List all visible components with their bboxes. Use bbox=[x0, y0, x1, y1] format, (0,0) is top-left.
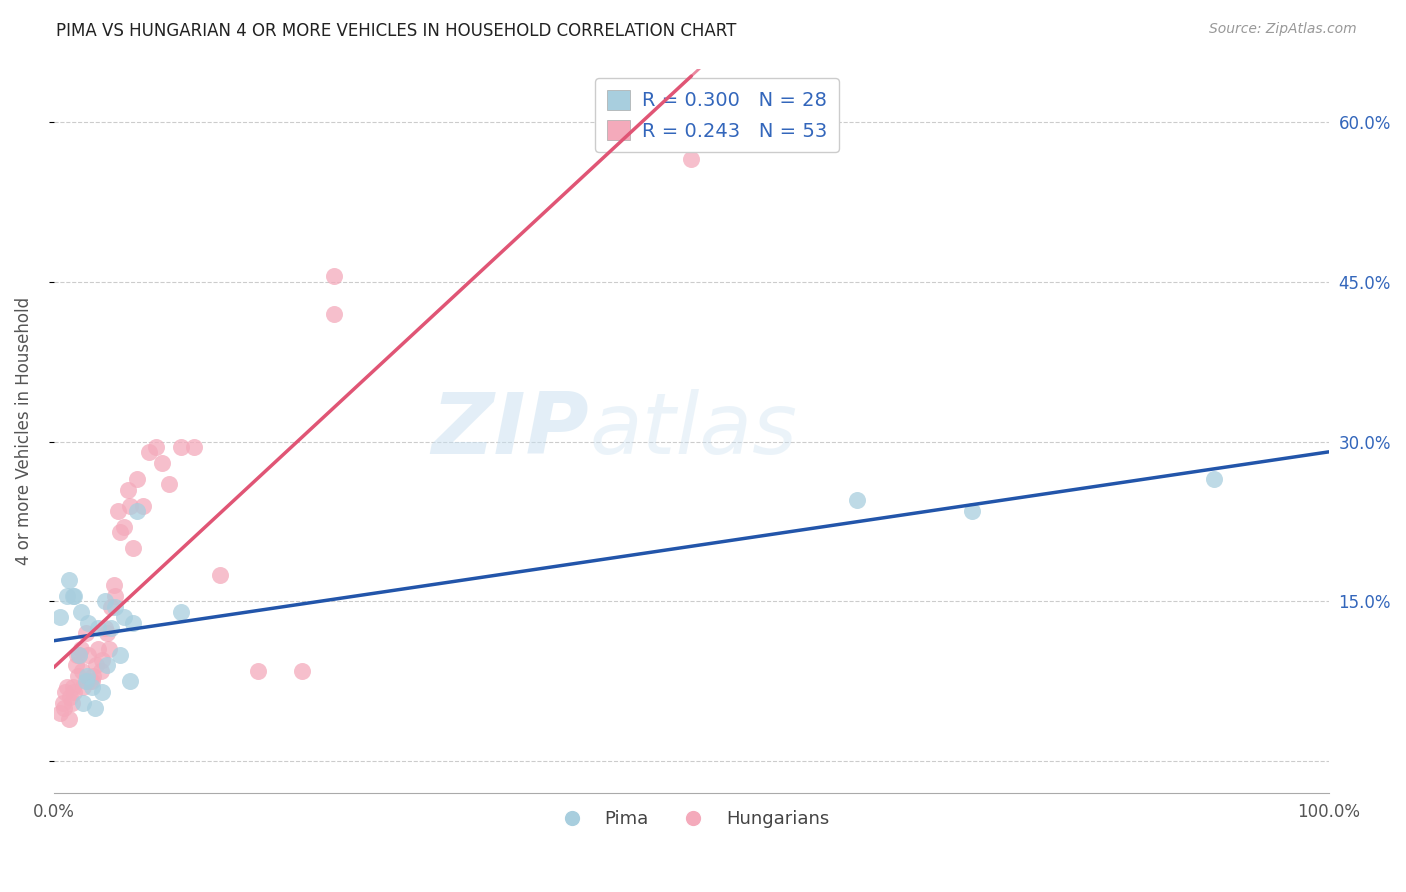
Point bbox=[108, 648, 131, 662]
Point bbox=[55, 680, 77, 694]
Y-axis label: 4 or more Vehicles in Household: 4 or more Vehicles in Household bbox=[15, 297, 32, 565]
Point bbox=[97, 642, 120, 657]
Point bbox=[112, 520, 135, 534]
Point bbox=[157, 477, 180, 491]
Point bbox=[77, 648, 100, 662]
Point bbox=[96, 626, 118, 640]
Point bbox=[65, 658, 87, 673]
Point bbox=[53, 701, 76, 715]
Point bbox=[62, 680, 84, 694]
Point bbox=[83, 701, 105, 715]
Point bbox=[72, 680, 94, 694]
Point bbox=[58, 573, 80, 587]
Point bbox=[69, 605, 91, 619]
Point bbox=[122, 615, 145, 630]
Point bbox=[49, 706, 72, 721]
Point bbox=[132, 499, 155, 513]
Point bbox=[323, 307, 346, 321]
Point bbox=[246, 664, 269, 678]
Legend: Pima, Hungarians: Pima, Hungarians bbox=[547, 803, 837, 835]
Point bbox=[79, 674, 101, 689]
Point bbox=[107, 504, 129, 518]
Point bbox=[76, 669, 98, 683]
Point bbox=[66, 648, 89, 662]
Point bbox=[960, 504, 983, 518]
Point bbox=[323, 269, 346, 284]
Point bbox=[59, 690, 82, 705]
Point bbox=[63, 589, 86, 603]
Point bbox=[67, 669, 90, 683]
Point bbox=[104, 599, 127, 614]
Point bbox=[104, 589, 127, 603]
Point bbox=[125, 504, 148, 518]
Point bbox=[91, 685, 114, 699]
Point bbox=[103, 578, 125, 592]
Point bbox=[53, 685, 76, 699]
Text: atlas: atlas bbox=[589, 390, 797, 473]
Point bbox=[117, 483, 139, 497]
Point bbox=[67, 648, 90, 662]
Point bbox=[72, 696, 94, 710]
Point bbox=[76, 674, 98, 689]
Point bbox=[846, 493, 869, 508]
Point bbox=[52, 696, 75, 710]
Point bbox=[77, 615, 100, 630]
Point bbox=[120, 674, 142, 689]
Point bbox=[75, 674, 97, 689]
Point bbox=[69, 642, 91, 657]
Point bbox=[170, 440, 193, 454]
Point bbox=[63, 685, 86, 699]
Point bbox=[138, 445, 160, 459]
Point bbox=[82, 669, 104, 683]
Point bbox=[150, 456, 173, 470]
Point bbox=[87, 621, 110, 635]
Point bbox=[96, 658, 118, 673]
Point bbox=[208, 567, 231, 582]
Point bbox=[108, 525, 131, 540]
Point bbox=[67, 648, 90, 662]
Point bbox=[100, 599, 122, 614]
Text: PIMA VS HUNGARIAN 4 OR MORE VEHICLES IN HOUSEHOLD CORRELATION CHART: PIMA VS HUNGARIAN 4 OR MORE VEHICLES IN … bbox=[56, 22, 737, 40]
Point bbox=[87, 642, 110, 657]
Point bbox=[145, 440, 167, 454]
Point bbox=[84, 658, 107, 673]
Point bbox=[291, 664, 314, 678]
Point bbox=[94, 594, 117, 608]
Point bbox=[183, 440, 205, 454]
Point bbox=[681, 152, 703, 166]
Point bbox=[80, 674, 103, 689]
Point bbox=[1202, 472, 1225, 486]
Point bbox=[49, 610, 72, 624]
Point bbox=[62, 589, 84, 603]
Point bbox=[60, 696, 83, 710]
Point bbox=[55, 589, 77, 603]
Point bbox=[122, 541, 145, 556]
Point bbox=[125, 472, 148, 486]
Point bbox=[112, 610, 135, 624]
Point bbox=[70, 664, 93, 678]
Point bbox=[100, 621, 122, 635]
Text: ZIP: ZIP bbox=[432, 390, 589, 473]
Point bbox=[90, 664, 112, 678]
Point bbox=[94, 621, 117, 635]
Point bbox=[91, 653, 114, 667]
Point bbox=[120, 499, 142, 513]
Point bbox=[80, 680, 103, 694]
Point bbox=[75, 626, 97, 640]
Point bbox=[170, 605, 193, 619]
Point bbox=[58, 712, 80, 726]
Text: Source: ZipAtlas.com: Source: ZipAtlas.com bbox=[1209, 22, 1357, 37]
